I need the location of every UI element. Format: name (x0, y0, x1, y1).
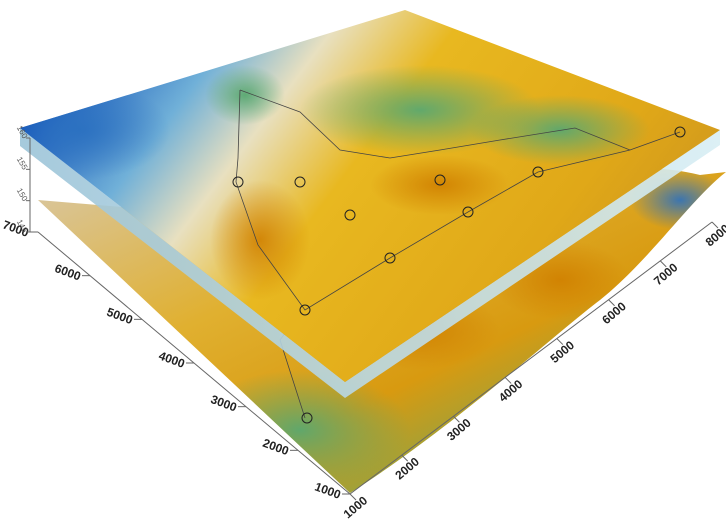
top-surface (20, 10, 720, 382)
x-tick (453, 415, 460, 423)
y-tick-label: 2000 (261, 436, 291, 458)
x-tick (401, 454, 409, 462)
y-tick-label: 5000 (105, 305, 135, 327)
x-tick (556, 338, 564, 345)
y-tick-label: 3000 (209, 392, 239, 414)
x-tick (608, 299, 615, 307)
y-tick-label: 1000 (313, 480, 343, 502)
x-tick (711, 221, 719, 229)
y-tick-label: 6000 (53, 261, 83, 283)
x-tick (349, 493, 357, 501)
y-tick-label: 4000 (157, 349, 187, 371)
x-axis (349, 221, 713, 495)
x-tick-label: 1000 (341, 493, 371, 521)
x-tick-label: 8000 (703, 221, 726, 249)
x-tick (504, 377, 512, 384)
x-tick (659, 260, 667, 268)
